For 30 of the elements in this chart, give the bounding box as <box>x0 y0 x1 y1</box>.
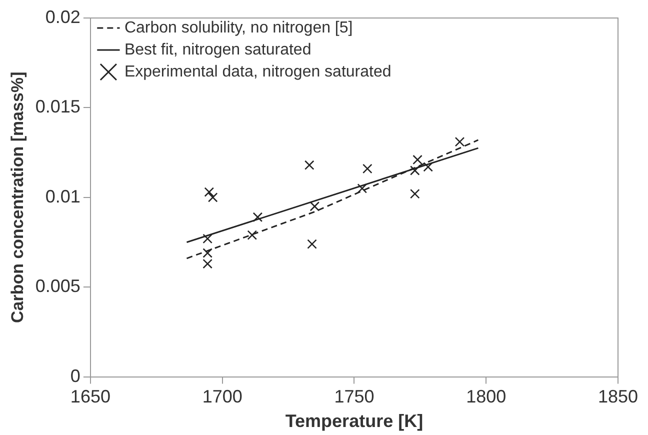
point <box>410 188 420 199</box>
y-tick-label: 0 <box>70 366 80 386</box>
x-tick-label: 1650 <box>70 386 110 407</box>
point <box>357 184 368 194</box>
y-tick-label: 0.02 <box>45 6 80 27</box>
point <box>307 239 317 249</box>
x-tick-label: 1850 <box>598 386 638 407</box>
y-axis-title: Carbon concentration [mass%] <box>8 72 27 324</box>
x-axis-title: Temperature [K] <box>285 411 424 432</box>
y-tick-label: 0.005 <box>35 276 80 296</box>
legend-label: Experimental data, nitrogen saturated <box>124 63 392 80</box>
x-tick-label: 1800 <box>466 386 506 407</box>
y-tick-label: 0.01 <box>45 186 80 206</box>
point <box>310 201 320 212</box>
point <box>454 136 465 147</box>
legend-label: Carbon solubility, no nitrogen [5] <box>124 19 353 36</box>
point <box>362 164 372 174</box>
point <box>410 166 420 176</box>
point <box>247 230 258 240</box>
point <box>304 160 314 170</box>
x-tick-label: 1750 <box>334 386 374 407</box>
point <box>204 187 214 197</box>
legend-label: Best fit, nitrogen saturated <box>124 41 312 58</box>
point <box>202 234 212 244</box>
point <box>423 162 433 172</box>
point <box>252 212 263 222</box>
y-tick-label: 0.015 <box>35 96 80 117</box>
point <box>412 154 422 165</box>
x-tick-label: 1700 <box>202 386 242 407</box>
point <box>208 192 218 202</box>
